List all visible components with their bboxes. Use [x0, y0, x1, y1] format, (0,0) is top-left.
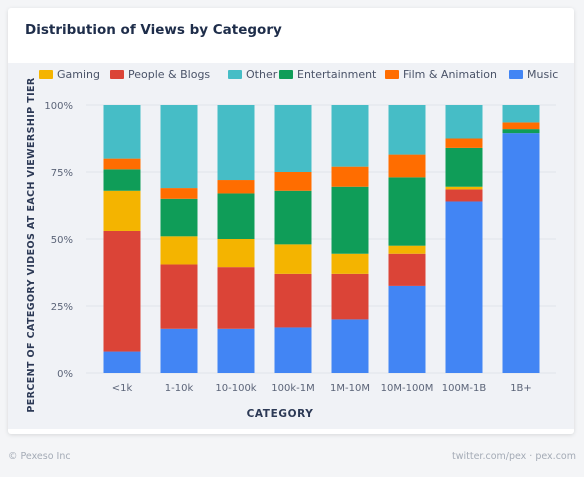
- bar-people-and-blogs: [388, 253, 426, 286]
- bar-entertainment: [445, 147, 483, 187]
- x-tick-label: 10-100k: [215, 383, 256, 394]
- y-tick-label: 75%: [51, 168, 73, 179]
- bar-film-and-animation: [103, 158, 141, 170]
- bar-entertainment: [217, 193, 255, 239]
- stacked-bar-chart: 0% 25% 50% 75% 100% <1k 1-10k 10-100k 100k-1M 1M-…: [26, 68, 558, 420]
- chart-card: Distribution of Views by Category 0% 25% 5…: [8, 8, 574, 434]
- bar-other: [274, 105, 312, 172]
- bar-people-and-blogs: [274, 273, 312, 328]
- bar-music: [103, 351, 141, 373]
- legend-label-people-and-blogs: People & Blogs: [128, 68, 210, 81]
- bar-film-and-animation: [445, 138, 483, 148]
- legend-swatch-film-and-animation: [385, 70, 399, 79]
- bar-film-and-animation: [388, 154, 426, 178]
- y-tick-label: 25%: [51, 302, 73, 313]
- bar-gaming: [445, 186, 483, 190]
- bar-music: [274, 327, 312, 373]
- x-tick-label: <1k: [112, 383, 133, 394]
- bar-film-and-animation: [217, 180, 255, 194]
- bar-gaming: [103, 190, 141, 231]
- bar-other: [160, 105, 198, 189]
- bar-gaming: [331, 253, 369, 274]
- bar-people-and-blogs: [445, 189, 483, 202]
- y-tick-label: 0%: [57, 369, 73, 380]
- x-tick-label: 100M-1B: [442, 383, 487, 394]
- bar-gaming: [160, 236, 198, 265]
- legend-label-film-and-animation: Film & Animation: [403, 68, 497, 81]
- bar-film-and-animation: [274, 172, 312, 191]
- bar-people-and-blogs: [331, 273, 369, 320]
- bar-music: [388, 285, 426, 373]
- bar-other: [445, 105, 483, 139]
- x-tick-label: 10M-100M: [381, 383, 434, 394]
- legend-label-other: Other: [246, 68, 278, 81]
- bar-music: [160, 328, 198, 373]
- legend-swatch-gaming: [39, 70, 53, 79]
- bar-people-and-blogs: [103, 230, 141, 352]
- bar-film-and-animation: [331, 166, 369, 187]
- bar-music: [502, 133, 540, 373]
- bar-music: [217, 328, 255, 373]
- bar-entertainment: [103, 169, 141, 191]
- bar-people-and-blogs: [160, 264, 198, 329]
- legend-label-gaming: Gaming: [57, 68, 100, 81]
- legend-swatch-other: [228, 70, 242, 79]
- x-tick-label: 100k-1M: [271, 383, 314, 394]
- bar-other: [388, 105, 426, 155]
- bar-entertainment: [388, 177, 426, 246]
- bar-entertainment: [502, 129, 540, 134]
- bar-other: [103, 105, 141, 159]
- y-axis-title: PERCENT OF CATEGORY VIDEOS AT EACH VIEWE…: [26, 77, 37, 413]
- bar-gaming: [217, 239, 255, 268]
- bar-people-and-blogs: [217, 267, 255, 329]
- legend-swatch-people-and-blogs: [110, 70, 124, 79]
- x-axis-title: CATEGORY: [247, 408, 314, 420]
- bar-other: [331, 105, 369, 167]
- legend-label-music: Music: [527, 68, 558, 81]
- legend-label-entertainment: Entertainment: [297, 68, 377, 81]
- bar-entertainment: [331, 186, 369, 254]
- bar-gaming: [388, 245, 426, 254]
- footer-links[interactable]: twitter.com/pex · pex.com: [451, 451, 576, 462]
- bar-entertainment: [274, 190, 312, 245]
- bar-music: [331, 319, 369, 373]
- x-tick-label: 1M-10M: [330, 383, 370, 394]
- x-tick-label: 1B+: [510, 383, 532, 394]
- bar-other: [217, 105, 255, 181]
- y-tick-label: 50%: [51, 235, 73, 246]
- bar-music: [445, 201, 483, 373]
- x-tick-label: 1-10k: [165, 383, 194, 394]
- bar-gaming: [274, 244, 312, 274]
- y-tick-label: 100%: [44, 101, 73, 112]
- bar-film-and-animation: [502, 122, 540, 130]
- bar-other: [502, 105, 540, 123]
- legend-swatch-music: [509, 70, 523, 79]
- bar-entertainment: [160, 198, 198, 237]
- copyright-text: © Pexeso Inc: [8, 451, 71, 462]
- legend-swatch-entertainment: [279, 70, 293, 79]
- bar-film-and-animation: [160, 188, 198, 199]
- chart-title: Distribution of Views by Category: [25, 22, 282, 38]
